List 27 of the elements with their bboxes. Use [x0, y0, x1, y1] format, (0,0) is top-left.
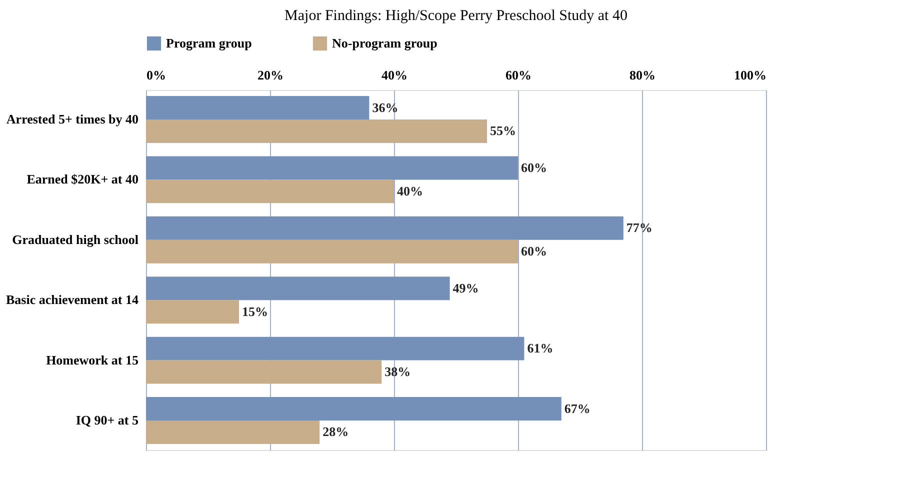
data-label: 38% [384, 364, 411, 380]
data-label: 15% [242, 304, 268, 319]
y-tick-label: Graduated high school [12, 232, 139, 247]
data-label: 77% [626, 220, 652, 236]
y-tick-label: Basic achievement at 14 [6, 292, 139, 308]
data-label: 60% [521, 160, 547, 175]
chart-title: Major Findings: High/Scope Perry Preschool Study at 40 [284, 8, 628, 24]
y-tick-label: Arrested 5+ times by 40 [6, 112, 138, 126]
x-tick-label: 100% [734, 68, 766, 82]
x-tick-label: 0% [146, 68, 166, 82]
legend-label: No-program group [332, 35, 438, 50]
x-tick-label: 80% [630, 68, 656, 82]
y-tick-label: IQ 90+ at 5 [76, 412, 139, 428]
data-label: 28% [322, 424, 349, 440]
y-tick-label: Earned $20K+ at 40 [26, 172, 138, 187]
data-label: 55% [490, 123, 516, 138]
data-label: 49% [452, 280, 479, 296]
legend-label: Program group [166, 35, 252, 50]
y-tick-label: Homework at 15 [46, 352, 139, 368]
x-tick-label: 60% [506, 68, 532, 82]
data-label: 36% [372, 100, 398, 115]
data-label: 67% [564, 400, 590, 416]
data-label: 40% [397, 183, 423, 198]
data-label: 60% [521, 244, 547, 259]
x-tick-label: 20% [258, 68, 284, 82]
data-label: 61% [527, 340, 554, 356]
x-tick-label: 40% [382, 68, 408, 82]
